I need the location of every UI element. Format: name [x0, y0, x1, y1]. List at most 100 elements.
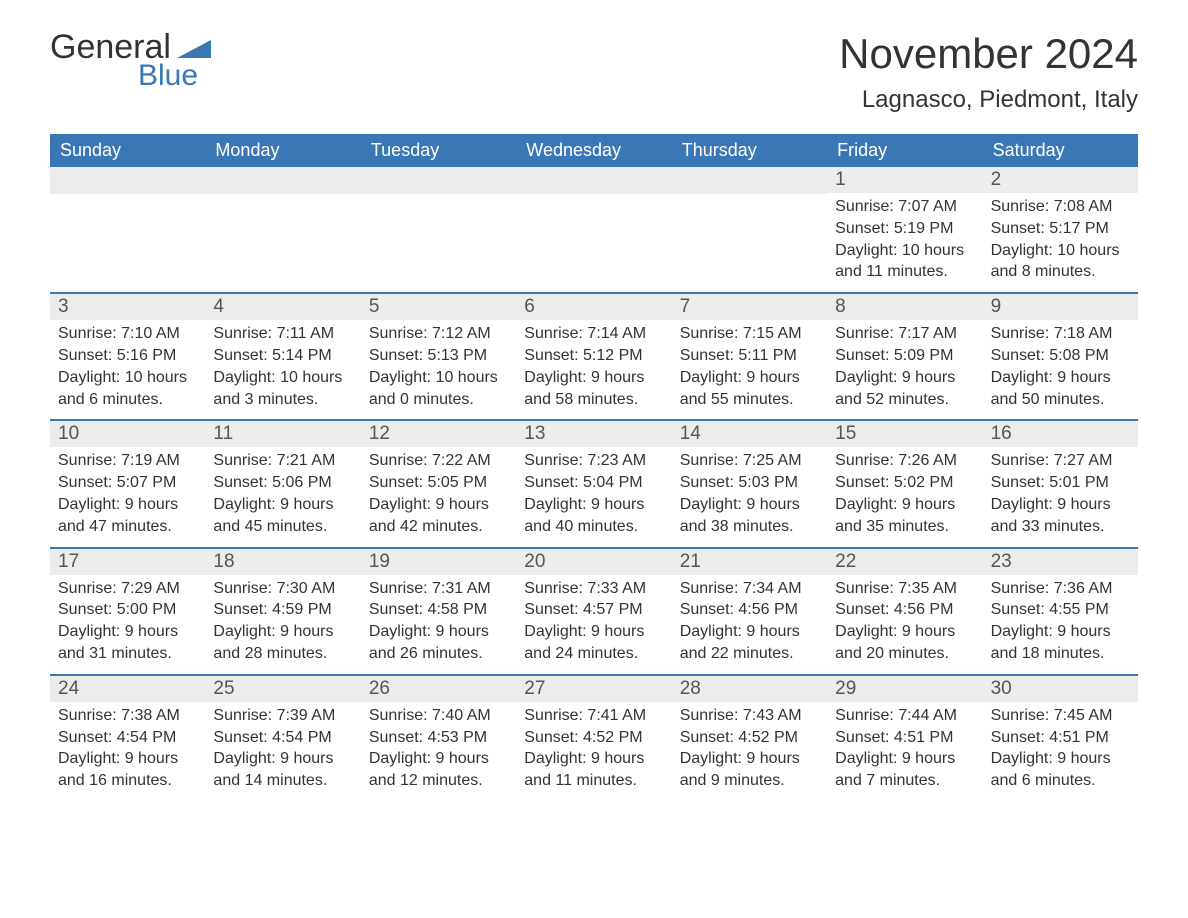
day-cell: 2Sunrise: 7:08 AMSunset: 5:17 PMDaylight… — [983, 167, 1138, 292]
day-line-sunrise: Sunrise: 7:12 AM — [369, 324, 508, 345]
logo: General Blue — [50, 30, 211, 93]
day-body: Sunrise: 7:23 AMSunset: 5:04 PMDaylight:… — [516, 447, 671, 546]
day-line-sunset: Sunset: 5:17 PM — [991, 219, 1130, 240]
day-cell: 23Sunrise: 7:36 AMSunset: 4:55 PMDayligh… — [983, 549, 1138, 674]
day-body: Sunrise: 7:38 AMSunset: 4:54 PMDaylight:… — [50, 702, 205, 801]
day-line-d1: Daylight: 10 hours — [369, 368, 508, 389]
day-cell: 12Sunrise: 7:22 AMSunset: 5:05 PMDayligh… — [361, 421, 516, 546]
day-cell: 3Sunrise: 7:10 AMSunset: 5:16 PMDaylight… — [50, 294, 205, 419]
day-cell: 6Sunrise: 7:14 AMSunset: 5:12 PMDaylight… — [516, 294, 671, 419]
day-number: 16 — [983, 421, 1138, 447]
day-number: 21 — [672, 549, 827, 575]
day-number: 1 — [827, 167, 982, 193]
day-number: 11 — [205, 421, 360, 447]
day-number: 28 — [672, 676, 827, 702]
day-line-sunrise: Sunrise: 7:21 AM — [213, 451, 352, 472]
day-line-sunset: Sunset: 5:02 PM — [835, 473, 974, 494]
week-row: 17Sunrise: 7:29 AMSunset: 5:00 PMDayligh… — [50, 547, 1138, 674]
day-number: 6 — [516, 294, 671, 320]
day-number — [50, 167, 205, 194]
day-line-sunset: Sunset: 5:14 PM — [213, 346, 352, 367]
day-body: Sunrise: 7:45 AMSunset: 4:51 PMDaylight:… — [983, 702, 1138, 801]
day-body: Sunrise: 7:41 AMSunset: 4:52 PMDaylight:… — [516, 702, 671, 801]
day-line-sunset: Sunset: 4:54 PM — [58, 728, 197, 749]
day-line-sunrise: Sunrise: 7:40 AM — [369, 706, 508, 727]
day-line-d2: and 3 minutes. — [213, 390, 352, 411]
day-number: 19 — [361, 549, 516, 575]
day-line-sunrise: Sunrise: 7:35 AM — [835, 579, 974, 600]
day-cell — [205, 167, 360, 292]
day-line-d2: and 47 minutes. — [58, 517, 197, 538]
day-line-d2: and 6 minutes. — [991, 771, 1130, 792]
day-number — [672, 167, 827, 194]
day-cell: 30Sunrise: 7:45 AMSunset: 4:51 PMDayligh… — [983, 676, 1138, 801]
day-number: 9 — [983, 294, 1138, 320]
day-line-sunrise: Sunrise: 7:45 AM — [991, 706, 1130, 727]
day-body: Sunrise: 7:39 AMSunset: 4:54 PMDaylight:… — [205, 702, 360, 801]
day-number: 8 — [827, 294, 982, 320]
day-number: 22 — [827, 549, 982, 575]
day-cell: 27Sunrise: 7:41 AMSunset: 4:52 PMDayligh… — [516, 676, 671, 801]
day-body: Sunrise: 7:34 AMSunset: 4:56 PMDaylight:… — [672, 575, 827, 674]
day-line-sunrise: Sunrise: 7:17 AM — [835, 324, 974, 345]
day-line-d2: and 22 minutes. — [680, 644, 819, 665]
day-line-d2: and 40 minutes. — [524, 517, 663, 538]
day-line-sunset: Sunset: 4:55 PM — [991, 600, 1130, 621]
day-body: Sunrise: 7:22 AMSunset: 5:05 PMDaylight:… — [361, 447, 516, 546]
dow-cell: Sunday — [50, 134, 205, 167]
day-body: Sunrise: 7:11 AMSunset: 5:14 PMDaylight:… — [205, 320, 360, 419]
day-cell: 10Sunrise: 7:19 AMSunset: 5:07 PMDayligh… — [50, 421, 205, 546]
day-body: Sunrise: 7:43 AMSunset: 4:52 PMDaylight:… — [672, 702, 827, 801]
day-number: 20 — [516, 549, 671, 575]
day-line-d1: Daylight: 9 hours — [58, 622, 197, 643]
day-body: Sunrise: 7:44 AMSunset: 4:51 PMDaylight:… — [827, 702, 982, 801]
calendar: SundayMondayTuesdayWednesdayThursdayFrid… — [50, 134, 1138, 801]
day-line-d2: and 26 minutes. — [369, 644, 508, 665]
day-body: Sunrise: 7:15 AMSunset: 5:11 PMDaylight:… — [672, 320, 827, 419]
day-line-d1: Daylight: 10 hours — [213, 368, 352, 389]
day-line-d1: Daylight: 9 hours — [213, 749, 352, 770]
day-line-d1: Daylight: 9 hours — [524, 622, 663, 643]
day-cell: 9Sunrise: 7:18 AMSunset: 5:08 PMDaylight… — [983, 294, 1138, 419]
day-line-sunrise: Sunrise: 7:33 AM — [524, 579, 663, 600]
month-title: November 2024 — [839, 30, 1138, 78]
day-line-sunset: Sunset: 5:03 PM — [680, 473, 819, 494]
day-line-sunset: Sunset: 5:11 PM — [680, 346, 819, 367]
title-block: November 2024 Lagnasco, Piedmont, Italy — [839, 30, 1138, 114]
day-line-sunset: Sunset: 4:52 PM — [524, 728, 663, 749]
day-body: Sunrise: 7:21 AMSunset: 5:06 PMDaylight:… — [205, 447, 360, 546]
day-line-sunrise: Sunrise: 7:31 AM — [369, 579, 508, 600]
day-line-sunrise: Sunrise: 7:30 AM — [213, 579, 352, 600]
day-line-sunset: Sunset: 5:09 PM — [835, 346, 974, 367]
day-body: Sunrise: 7:12 AMSunset: 5:13 PMDaylight:… — [361, 320, 516, 419]
day-body: Sunrise: 7:10 AMSunset: 5:16 PMDaylight:… — [50, 320, 205, 419]
day-line-d1: Daylight: 9 hours — [680, 495, 819, 516]
day-line-d1: Daylight: 9 hours — [991, 749, 1130, 770]
day-line-sunrise: Sunrise: 7:26 AM — [835, 451, 974, 472]
day-line-d2: and 11 minutes. — [835, 262, 974, 283]
day-cell: 20Sunrise: 7:33 AMSunset: 4:57 PMDayligh… — [516, 549, 671, 674]
day-line-d1: Daylight: 9 hours — [991, 495, 1130, 516]
day-cell: 1Sunrise: 7:07 AMSunset: 5:19 PMDaylight… — [827, 167, 982, 292]
day-line-d1: Daylight: 9 hours — [369, 749, 508, 770]
day-body: Sunrise: 7:19 AMSunset: 5:07 PMDaylight:… — [50, 447, 205, 546]
day-line-d1: Daylight: 9 hours — [369, 495, 508, 516]
day-line-d1: Daylight: 10 hours — [835, 241, 974, 262]
day-cell: 16Sunrise: 7:27 AMSunset: 5:01 PMDayligh… — [983, 421, 1138, 546]
day-line-d1: Daylight: 9 hours — [524, 368, 663, 389]
day-line-sunset: Sunset: 5:00 PM — [58, 600, 197, 621]
day-line-d2: and 45 minutes. — [213, 517, 352, 538]
day-number: 4 — [205, 294, 360, 320]
day-line-sunset: Sunset: 5:19 PM — [835, 219, 974, 240]
day-number — [205, 167, 360, 194]
day-line-d2: and 14 minutes. — [213, 771, 352, 792]
day-line-d1: Daylight: 9 hours — [58, 495, 197, 516]
day-line-sunrise: Sunrise: 7:14 AM — [524, 324, 663, 345]
day-line-sunrise: Sunrise: 7:29 AM — [58, 579, 197, 600]
day-cell: 13Sunrise: 7:23 AMSunset: 5:04 PMDayligh… — [516, 421, 671, 546]
day-number: 23 — [983, 549, 1138, 575]
day-line-d2: and 42 minutes. — [369, 517, 508, 538]
day-line-d2: and 52 minutes. — [835, 390, 974, 411]
day-cell: 4Sunrise: 7:11 AMSunset: 5:14 PMDaylight… — [205, 294, 360, 419]
day-cell: 26Sunrise: 7:40 AMSunset: 4:53 PMDayligh… — [361, 676, 516, 801]
